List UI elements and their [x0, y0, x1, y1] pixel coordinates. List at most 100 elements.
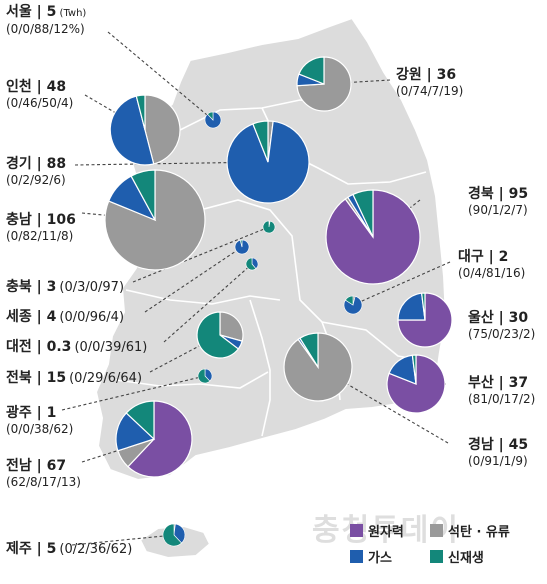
pie-ulsan [397, 292, 453, 348]
region-label-incheon: 인천 | 48 (0/46/50/4) [6, 79, 73, 111]
legend-label-renewable: 신재생 [448, 551, 484, 566]
region-shares-jeju: (0/2/36/62) [59, 542, 133, 557]
region-shares-gyeonggi: (0/2/92/6) [6, 173, 66, 187]
region-label-seoul: 서울 | 5 (Twh) (0/0/88/12%) [6, 4, 86, 37]
region-name-gyeongbuk: 경북 | 95 [468, 186, 529, 202]
region-name-daegu: 대구 | 2 [458, 249, 509, 265]
pie-slice-chungbuk-renewable [262, 220, 276, 234]
region-name-daejeon: 대전 | 0.3 [6, 339, 72, 355]
unit-label: (Twh) [56, 8, 87, 19]
pie-slice-seoul-renewable [207, 111, 214, 121]
pie-slice-daejeon-renewable [245, 257, 257, 271]
region-shares-ulsan: (75/0/23/2) [468, 327, 536, 341]
pie-slice-incheon-coal [144, 94, 181, 165]
region-shares-chungbuk: (0/3/0/97) [59, 280, 125, 295]
legend-item-gas: 가스 [350, 547, 392, 566]
region-name-gwangju: 광주 | 1 [6, 405, 57, 421]
region-shares-incheon: (0/46/50/4) [6, 96, 74, 110]
leader-line-daegu [352, 261, 451, 306]
region-label-chungbuk: 충북 | 3 (0/3/0/97) [6, 276, 124, 296]
pie-slice-jeonbuk-coal [219, 311, 244, 342]
region-label-gwangju: 광주 | 1 (0/0/38/62) [6, 405, 73, 437]
legend-label-gas: 가스 [368, 551, 392, 566]
pie-daegu [343, 295, 363, 315]
leader-line-chungbuk [132, 226, 270, 283]
region-label-ulsan: 울산 | 30 (75/0/23/2) [468, 310, 535, 342]
pie-slice-jeonnam-nuclear [127, 400, 193, 478]
region-shares-seoul: (0/0/88/12%) [6, 22, 85, 36]
region-label-daegu: 대구 | 2 (0/4/81/16) [458, 249, 525, 281]
pie-slice-gangwon-renewable [298, 56, 325, 85]
region-shares-gyeongnam: (0/91/1/9) [468, 454, 528, 468]
legend-item-nuclear: 원자력 [350, 521, 404, 540]
pie-busan [386, 354, 446, 414]
legend-item-coal: 석탄 · 유류 [430, 521, 510, 540]
pie-slice-ulsan-renewable [420, 292, 426, 321]
pie-gyeongnam [283, 332, 353, 402]
legend-swatch-renewable [430, 550, 443, 563]
pie-slice-daegu-renewable [345, 295, 354, 306]
pie-slice-gwangju-renewable [197, 368, 211, 384]
pie-slice-gyeongbuk-renewable [352, 189, 374, 238]
legend-swatch-coal [430, 524, 443, 537]
region-shares-busan: (81/0/17/2) [468, 392, 536, 406]
region-name-gyeonggi: 경기 | 88 [6, 156, 67, 172]
region-name-jeonnam: 전남 | 67 [6, 458, 67, 474]
region-label-jeonbuk: 전북 | 15 (0/29/6/64) [6, 367, 142, 387]
region-label-jeju: 제주 | 5 (0/2/36/62) [6, 538, 132, 558]
region-name-sejong: 세종 | 4 [6, 309, 57, 325]
region-shares-jeonbuk: (0/29/6/64) [69, 371, 143, 386]
pie-slice-jeonnam-renewable [125, 400, 155, 441]
pie-chungbuk [262, 220, 276, 234]
region-label-daejeon: 대전 | 0.3 (0/0/39/61) [6, 336, 147, 356]
pie-slice-sejong-renewable [239, 239, 243, 248]
pie-slice-incheon-gas [109, 95, 155, 166]
leader-line-jeonbuk [149, 334, 221, 373]
region-shares-gangwon: (0/74/7/19) [396, 84, 464, 98]
pie-jeonbuk [196, 311, 244, 359]
region-name-gangwon: 강원 | 36 [396, 67, 457, 83]
region-label-gyeonggi: 경기 | 88 (0/2/92/6) [6, 156, 66, 188]
pie-slice-jeonbuk-renewable [196, 311, 240, 359]
pie-slice-gyeonggi-renewable [252, 120, 269, 163]
region-label-jeonnam: 전남 | 67 (62/8/17/13) [6, 458, 81, 490]
region-label-chungnam: 충남 | 106 (0/82/11/8) [6, 212, 76, 244]
pie-jeju [162, 523, 186, 547]
region-shares-jeonnam: (62/8/17/13) [6, 475, 81, 489]
legend: 원자력 석탄 · 유류 가스 신재생 [350, 521, 545, 571]
pie-slice-jeju-renewable [162, 523, 182, 547]
region-name-chungnam: 충남 | 106 [6, 212, 76, 228]
region-shares-daegu: (0/4/81/16) [458, 266, 526, 280]
legend-label-coal: 석탄 · 유류 [448, 525, 510, 540]
legend-swatch-nuclear [350, 524, 363, 537]
leader-line-jeju [71, 534, 175, 546]
legend-item-renewable: 신재생 [430, 547, 484, 566]
region-name-busan: 부산 | 37 [468, 375, 529, 391]
leader-line-seoul [107, 31, 214, 121]
pie-gangwon [296, 56, 352, 112]
pie-slice-incheon-renewable [135, 94, 146, 131]
region-name-incheon: 인천 | 48 [6, 79, 67, 95]
pie-jeonnam [115, 400, 193, 478]
region-label-sejong: 세종 | 4 (0/0/96/4) [6, 306, 124, 326]
pie-gwangju [197, 368, 213, 384]
pie-slice-gyeongnam-renewable [299, 332, 319, 370]
region-name-ulsan: 울산 | 30 [468, 310, 529, 326]
region-label-gyeongbuk: 경북 | 95 (90/1/2/7) [468, 186, 528, 218]
region-shares-daejeon: (0/0/39/61) [74, 340, 148, 355]
pie-sejong [234, 239, 250, 255]
legend-swatch-gas [350, 550, 363, 563]
pie-charts [104, 56, 453, 547]
leader-line-gwangju [61, 375, 206, 411]
region-label-gyeongnam: 경남 | 45 (0/91/1/9) [468, 437, 528, 469]
region-name-jeju: 제주 | 5 [6, 541, 57, 557]
pie-incheon [109, 94, 181, 166]
leader-line-sejong [144, 246, 243, 313]
region-shares-sejong: (0/0/96/4) [59, 310, 125, 325]
pie-seoul [204, 111, 222, 129]
region-name-jeonbuk: 전북 | 15 [6, 370, 67, 386]
pie-gyeonggi [226, 120, 310, 204]
legend-label-nuclear: 원자력 [368, 525, 404, 540]
region-name-seoul: 서울 | 5 (Twh) [6, 4, 87, 20]
